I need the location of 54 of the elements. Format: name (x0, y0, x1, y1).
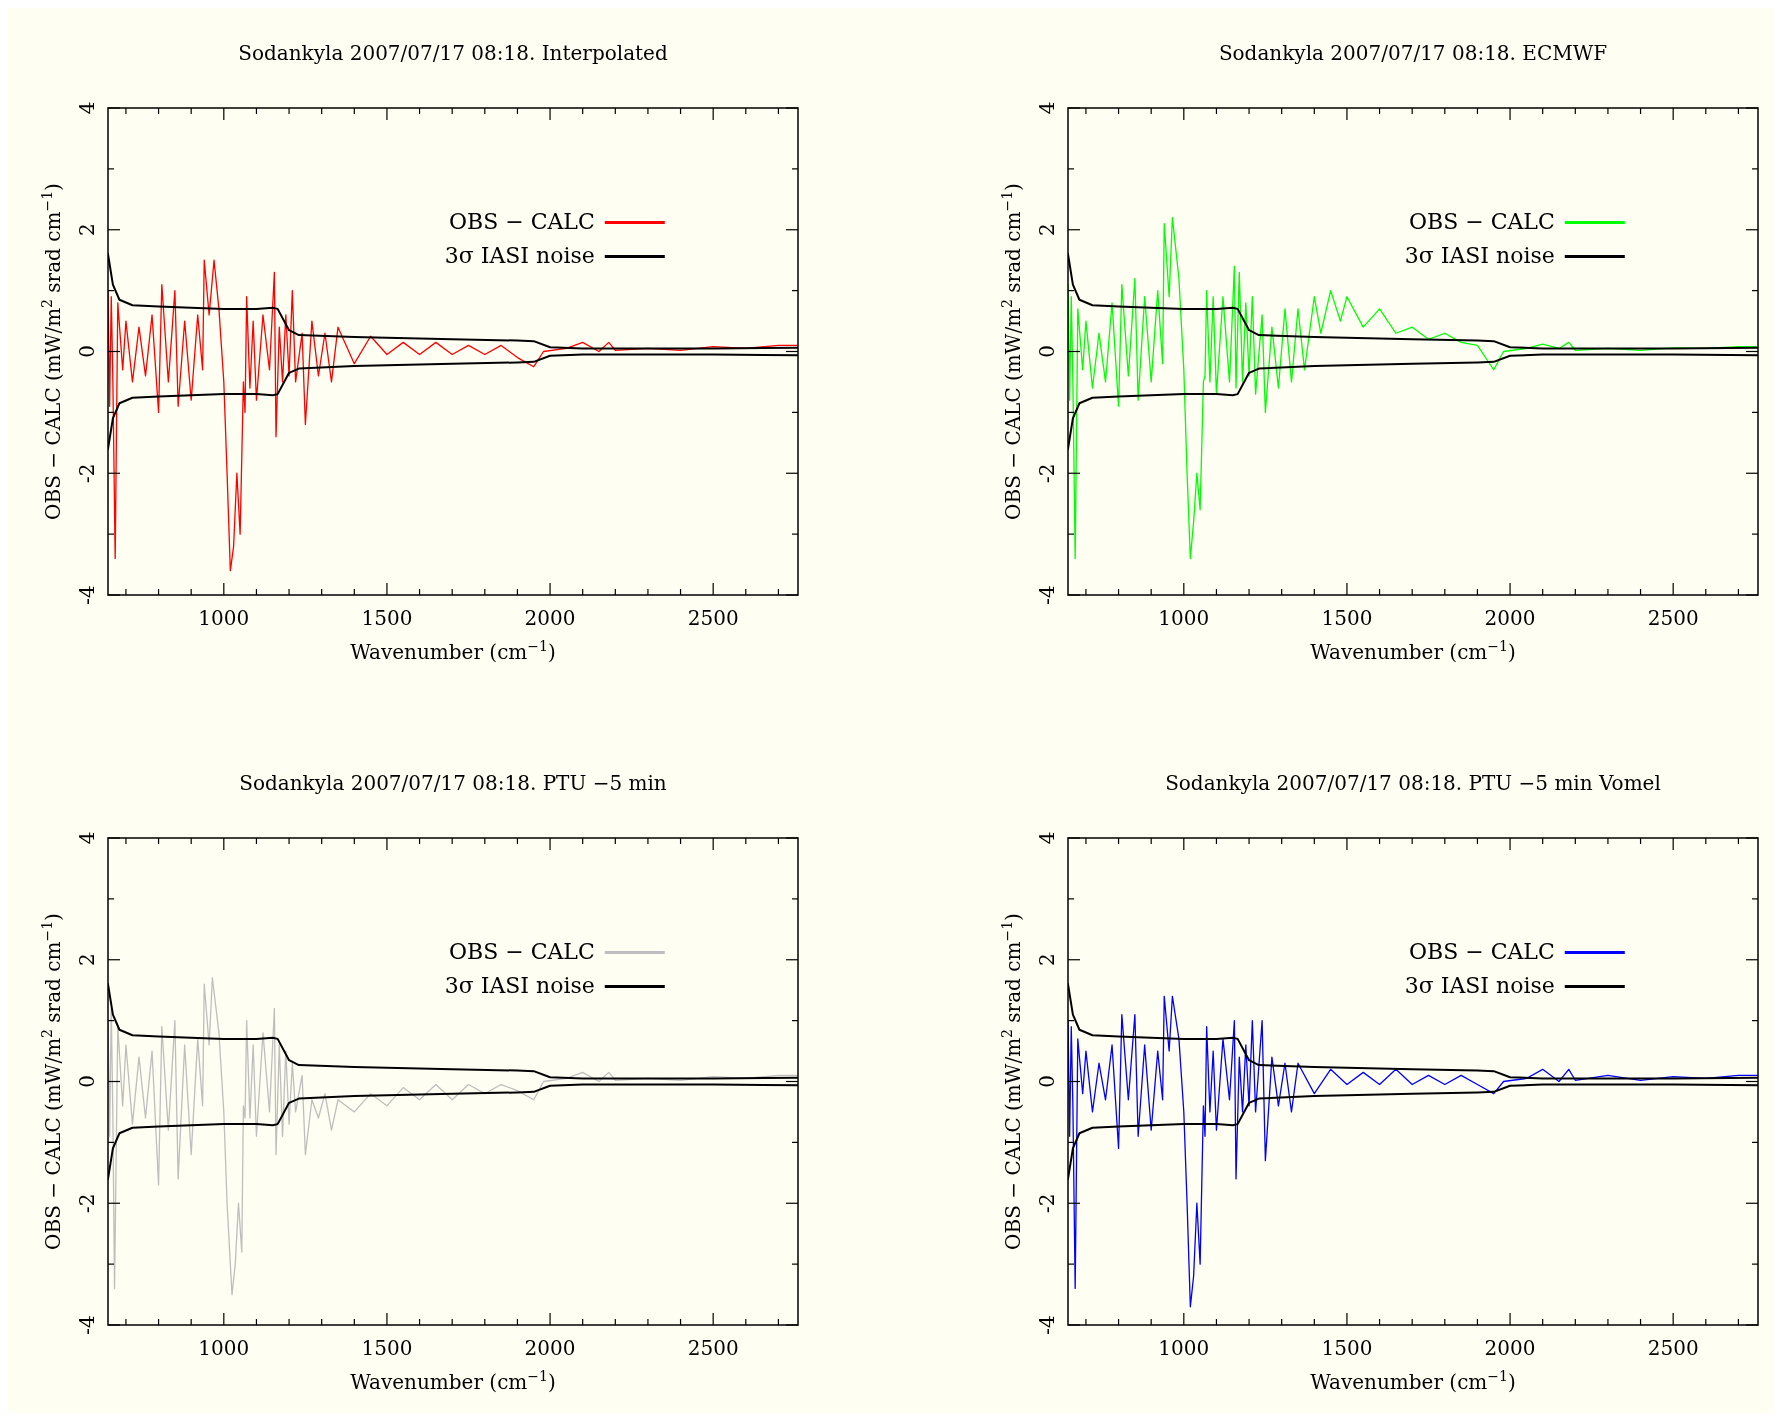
chart-title: Sodankyla 2007/07/17 08:18. Interpolated (238, 41, 668, 65)
x-tick-label: 2000 (524, 1336, 576, 1360)
x-tick-label: 1500 (1321, 606, 1373, 630)
line-series (1068, 995, 1758, 1308)
y-tick-label: -2 (1035, 1193, 1059, 1213)
x-tick-label: 2000 (1484, 1336, 1536, 1360)
legend-label: 3σ IASI noise (444, 973, 595, 999)
x-tick-label: 2500 (687, 606, 739, 630)
y-tick-label: 0 (75, 1075, 99, 1088)
y-tick-label: -4 (1035, 1315, 1059, 1335)
x-axis-title: Wavenumber (cm$^{−1}$) (1310, 1368, 1516, 1394)
x-tick-label: 1500 (1321, 1336, 1373, 1360)
x-axis-title: Wavenumber (cm$^{−1}$) (1310, 638, 1516, 664)
x-tick-label: 2000 (1484, 606, 1536, 630)
y-tick-label: -2 (75, 1193, 99, 1213)
y-tick-label: -4 (75, 585, 99, 605)
x-tick-label: 1000 (198, 1336, 250, 1360)
y-tick-label: -2 (1035, 463, 1059, 483)
y-tick-label: 2 (75, 223, 99, 237)
x-tick-label: 1000 (198, 606, 250, 630)
chart-title: Sodankyla 2007/07/17 08:18. ECMWF (1218, 41, 1608, 65)
y-tick-label: -2 (75, 463, 99, 483)
legend-label: 3σ IASI noise (1404, 243, 1555, 269)
legend-label: OBS − CALC (448, 939, 595, 965)
x-tick-label: 1000 (1158, 606, 1210, 630)
legend-label: 3σ IASI noise (1404, 973, 1555, 999)
y-tick-label: 4 (75, 831, 99, 845)
x-tick-label: 2000 (524, 606, 576, 630)
x-tick-label: 2500 (687, 1336, 739, 1360)
y-tick-label: 0 (75, 345, 99, 358)
x-tick-label: 1500 (361, 606, 413, 630)
y-tick-label: -4 (75, 1315, 99, 1335)
y-tick-label: 4 (1035, 101, 1059, 115)
x-tick-label: 2500 (1647, 606, 1699, 630)
y-tick-label: -4 (1035, 585, 1059, 605)
legend-label: OBS − CALC (1408, 209, 1555, 235)
y-tick-label: 2 (1035, 953, 1059, 967)
x-tick-label: 2500 (1647, 1336, 1699, 1360)
x-tick-label: 1500 (361, 1336, 413, 1360)
legend-label: 3σ IASI noise (444, 243, 595, 269)
y-tick-label: 2 (1035, 223, 1059, 237)
x-tick-label: 1000 (1158, 1336, 1210, 1360)
y-tick-label: 0 (1035, 345, 1059, 358)
chart-title: Sodankyla 2007/07/17 08:18. PTU −5 min Vomel (1165, 771, 1661, 795)
y-tick-label: 2 (75, 953, 99, 967)
legend-label: OBS − CALC (1408, 939, 1555, 965)
legend-label: OBS − CALC (448, 209, 595, 235)
x-axis-title: Wavenumber (cm$^{−1}$) (350, 638, 556, 664)
y-tick-label: 4 (75, 101, 99, 115)
y-tick-label: 4 (1035, 831, 1059, 845)
x-axis-title: Wavenumber (cm$^{−1}$) (350, 1368, 556, 1394)
chart-title: Sodankyla 2007/07/17 08:18. PTU −5 min (239, 771, 667, 795)
line-series (108, 977, 798, 1296)
y-tick-label: 0 (1035, 1075, 1059, 1088)
